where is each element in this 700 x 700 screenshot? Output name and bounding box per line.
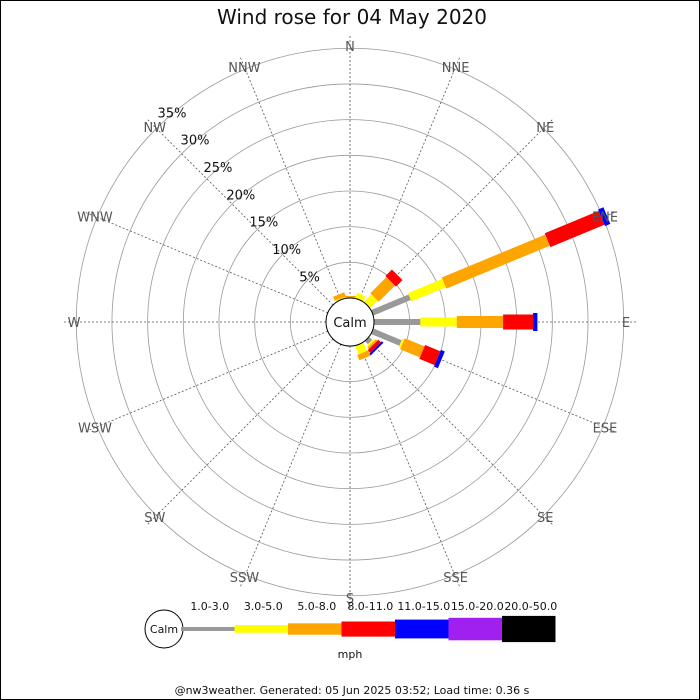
compass-label-ssw: SSW	[230, 571, 260, 586]
compass-label-nw: NW	[144, 121, 167, 136]
legend-swatch-6	[448, 617, 502, 641]
bar-se-bin-3	[367, 339, 378, 350]
compass-label-e: E	[622, 316, 630, 331]
legend-label-4: 8.0-11.0	[347, 600, 393, 613]
bar-e-bin-3	[456, 316, 504, 328]
spoke-ne	[366, 118, 554, 306]
bar-e-bin-4	[503, 314, 534, 330]
legend-swatch-1	[181, 627, 235, 631]
chart-title: Wind rose for 04 May 2020	[217, 5, 487, 29]
grid-ring-5	[147, 119, 553, 525]
compass-label-ese: ESE	[593, 422, 618, 437]
compass-label-ene: ENE	[592, 210, 618, 225]
spoke-nne	[358, 55, 461, 300]
ring-label-2: 10%	[272, 243, 301, 258]
bar-ne-bin-3	[370, 277, 395, 302]
grid-ring-6	[111, 83, 589, 561]
bar-ese-bin-3	[400, 338, 425, 358]
bar-sse-bin-3	[357, 350, 371, 361]
compass-label-n: N	[345, 40, 355, 55]
compass-label-sw: SW	[144, 511, 165, 526]
spoke-ssw	[239, 344, 342, 589]
legend-swatch-3	[288, 623, 342, 635]
bar-se-bin-5	[369, 341, 384, 356]
bar-ne-bin-4	[385, 269, 403, 287]
wind-bars	[333, 207, 611, 369]
legend-swatch-5	[395, 619, 449, 639]
compass-label-s: S	[346, 592, 354, 607]
speed-legend: Calm 1.0-3.0 3.0-5.0 5.0-8.0 8.0-11.0 11.0-1…	[144, 600, 557, 661]
compass-label-sse: SSE	[443, 571, 468, 586]
bar-se-bin-1	[364, 336, 373, 345]
spoke-nnw	[239, 55, 342, 300]
bar-nne-bin-2	[355, 292, 366, 302]
bar-ene-bin-4	[544, 210, 605, 248]
spoke-wnw	[83, 211, 328, 314]
compass-label-wnw: WNW	[77, 210, 113, 225]
compass-label-nne: NNE	[442, 61, 470, 76]
compass-label-w: W	[68, 316, 81, 331]
polar-grid	[62, 34, 638, 610]
legend-swatch-4	[341, 621, 395, 637]
bar-ene-bin-1	[371, 294, 411, 316]
bar-ene-bin-5	[598, 207, 611, 227]
bar-ese-bin-4	[419, 345, 441, 366]
bar-ese-bin-1	[371, 328, 402, 346]
spoke-wsw	[83, 330, 328, 433]
legend-label-5: 11.0-15.0	[397, 600, 450, 613]
compass-label-se: SE	[537, 511, 553, 526]
compass-label-nnw: NNW	[228, 61, 260, 76]
bar-n-bin-3	[344, 295, 356, 298]
bar-nnw-bin-2	[336, 296, 345, 302]
spoke-sw	[146, 338, 334, 526]
bar-e-bin-1	[374, 319, 421, 325]
calm-label: Calm	[333, 316, 366, 331]
ring-label-7: 35%	[158, 106, 187, 121]
bar-se-bin-4	[367, 339, 381, 353]
spoke-nw	[146, 118, 334, 306]
bar-nnw-bin-3	[333, 292, 346, 301]
bar-ene-bin-3	[441, 234, 550, 289]
ring-label-3: 15%	[249, 216, 278, 231]
bar-se-bin-2	[366, 338, 375, 347]
legend-label-6: 15.0-20.0	[451, 600, 504, 613]
legend-calm-label: Calm	[150, 623, 178, 636]
legend-swatch-7	[502, 615, 556, 643]
ring-label-1: 5%	[299, 270, 320, 285]
legend-unit: mph	[338, 648, 363, 661]
ring-label-5: 25%	[203, 161, 232, 176]
calm-disc	[325, 297, 375, 347]
ring-label-4: 20%	[226, 188, 255, 203]
compass-label-ne: NE	[536, 121, 554, 136]
compass-labels: N NNE NE ENE E ESE SE SSE S SSW SW WSW W WNW NW NNW 5% 10…	[68, 40, 631, 607]
legend-swatch-2	[234, 625, 288, 633]
spoke-se	[366, 338, 554, 526]
bar-ese-bin-5	[434, 349, 445, 369]
footer-text: @nw3weather. Generated: 05 Jun 2025 03:5…	[175, 684, 530, 697]
bar-e-bin-2	[420, 317, 457, 327]
legend-items: 1.0-3.0 3.0-5.0 5.0-8.0 8.0-11.0 11.0-15.0 15…	[181, 600, 557, 643]
legend-label-2: 3.0-5.0	[244, 600, 283, 613]
bar-ene-bin-2	[408, 278, 446, 302]
bar-e-bin-5	[533, 313, 538, 331]
legend-label-7: 20.0-50.0	[504, 600, 557, 613]
legend-label-1: 1.0-3.0	[190, 600, 229, 613]
bar-ese-bin-2	[398, 338, 405, 348]
spoke-sse	[358, 344, 461, 589]
bar-sse-bin-2	[355, 342, 367, 355]
legend-label-3: 5.0-8.0	[297, 600, 336, 613]
calm-circle: Calm	[325, 297, 375, 347]
compass-label-wsw: WSW	[78, 422, 112, 437]
ring-label-6: 30%	[181, 134, 210, 149]
